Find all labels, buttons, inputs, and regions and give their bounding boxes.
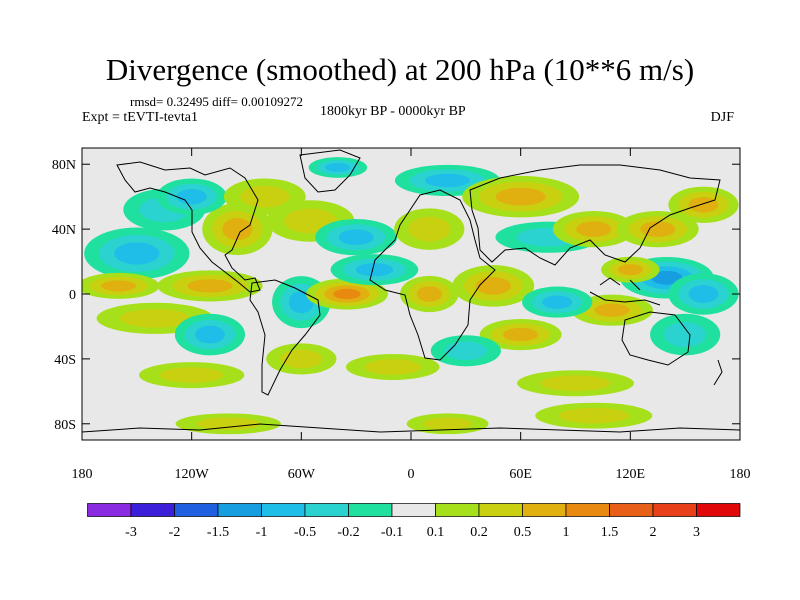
field-patch: [576, 221, 612, 237]
colorbar-label: -2: [169, 525, 181, 540]
colorbar-swatch: [130, 503, 175, 517]
field-patch: [664, 322, 707, 348]
field-patch: [333, 288, 361, 300]
field-patch: [408, 216, 451, 242]
coast-antarctica: [82, 423, 740, 433]
field-patch: [594, 303, 630, 317]
field-patch: [640, 221, 676, 237]
field-patch: [240, 185, 290, 208]
field-patch: [176, 188, 207, 205]
colorbar-label: -1: [256, 525, 268, 540]
field-patch: [475, 276, 511, 295]
colorbar-swatch: [565, 503, 610, 517]
field-patch: [617, 264, 643, 276]
lat-tick-label: 80S: [54, 418, 76, 433]
lat-tick-label: 0: [69, 288, 76, 303]
colorbar-label: -1.5: [207, 525, 229, 540]
lat-tick-label: 40S: [54, 353, 76, 368]
field-patch: [187, 279, 233, 293]
colorbar-swatch: [304, 503, 349, 517]
field-patch: [416, 286, 442, 302]
lat-tick-label: 80N: [52, 158, 76, 173]
colorbar-label: 0.2: [470, 525, 488, 540]
coastlines: [82, 149, 740, 433]
map-axes: 80N 40N 0 40S 80S 180 120W 60W 0 60E 120E 180: [52, 148, 751, 482]
plot-title: Divergence (smoothed) at 200 hPa (10**6 …: [105, 52, 695, 87]
field-patch: [688, 285, 719, 303]
colorbar-label: -0.2: [337, 525, 359, 540]
coast-south-america: [249, 279, 321, 396]
field-patch: [325, 163, 351, 172]
coast-australia: [621, 311, 691, 366]
colorbar-swatch: [217, 503, 262, 517]
field-patch: [542, 295, 573, 309]
field-patch: [160, 367, 224, 383]
lon-tick-label: 120E: [616, 467, 646, 482]
lon-tick-label: 60W: [288, 467, 316, 482]
colorbar-swatch: [348, 503, 393, 517]
field-patch: [338, 229, 374, 246]
colorbar-swatch: [609, 503, 654, 517]
lon-tick-label: 180: [730, 467, 751, 482]
colorbar-swatch: [87, 503, 132, 517]
field-patch: [444, 341, 487, 361]
period-label: 1800kyr BP - 0000kyr BP: [320, 104, 466, 119]
experiment-label: Expt = tEVTI-tevta1: [82, 110, 198, 125]
coast-asia: [469, 164, 721, 266]
colorbar-label: 1: [563, 525, 570, 540]
field-patch: [196, 417, 260, 431]
coast-north-america: [116, 161, 261, 293]
field-patch: [194, 325, 225, 344]
lon-tick-label: 0: [408, 467, 415, 482]
field-patch: [101, 280, 137, 292]
colorbar-label: -0.1: [381, 525, 403, 540]
colorbar-label: -0.5: [294, 525, 316, 540]
coast-new-zealand: [713, 359, 723, 386]
field-patch: [422, 417, 473, 431]
colorbar-swatch: [652, 503, 697, 517]
field-patch: [540, 375, 611, 392]
field-patch: [651, 270, 683, 285]
colorbar-swatch: [478, 503, 523, 517]
colorbar-swatch: [696, 503, 741, 517]
colorbar: -3 -2 -1.5 -1 -0.5 -0.2 -0.1 0.1 0.2 0.5 1 1.5 2 3: [87, 503, 741, 540]
lon-tick-label: 60E: [509, 467, 532, 482]
coast-greenland: [299, 149, 361, 193]
lat-tick-label: 40N: [52, 223, 76, 238]
colorbar-swatch: [261, 503, 306, 517]
lon-tick-label: 120W: [175, 467, 210, 482]
field-patch: [355, 262, 394, 277]
field-patch: [688, 196, 719, 213]
field-patch: [424, 173, 471, 188]
colorbar-label: -3: [125, 525, 137, 540]
divergence-field: [82, 157, 739, 435]
colorbar-label: 0.5: [514, 525, 532, 540]
field-patch: [114, 242, 160, 265]
colorbar-label: 1.5: [601, 525, 619, 540]
colorbar-swatch: [522, 503, 567, 517]
field-patch: [558, 407, 629, 424]
field-patch: [364, 359, 421, 375]
colorbar-label: 3: [693, 525, 700, 540]
colorbar-swatch: [174, 503, 219, 517]
colorbar-label: 2: [650, 525, 657, 540]
coast-indonesia: [589, 277, 661, 306]
stats-text: rmsd= 0.32495 diff= 0.00109272: [130, 94, 303, 109]
coast-europe-africa: [369, 189, 496, 361]
field-patch: [503, 327, 539, 342]
colorbar-swatch: [435, 503, 480, 517]
season-label: DJF: [710, 110, 734, 125]
lon-tick-label: 180: [72, 467, 93, 482]
field-patch: [120, 308, 191, 328]
field-patch: [222, 217, 253, 241]
field-patch: [495, 187, 546, 206]
colorbar-label: 0.1: [427, 525, 445, 540]
colorbar-swatch: [391, 503, 436, 517]
field-patch: [280, 349, 323, 369]
